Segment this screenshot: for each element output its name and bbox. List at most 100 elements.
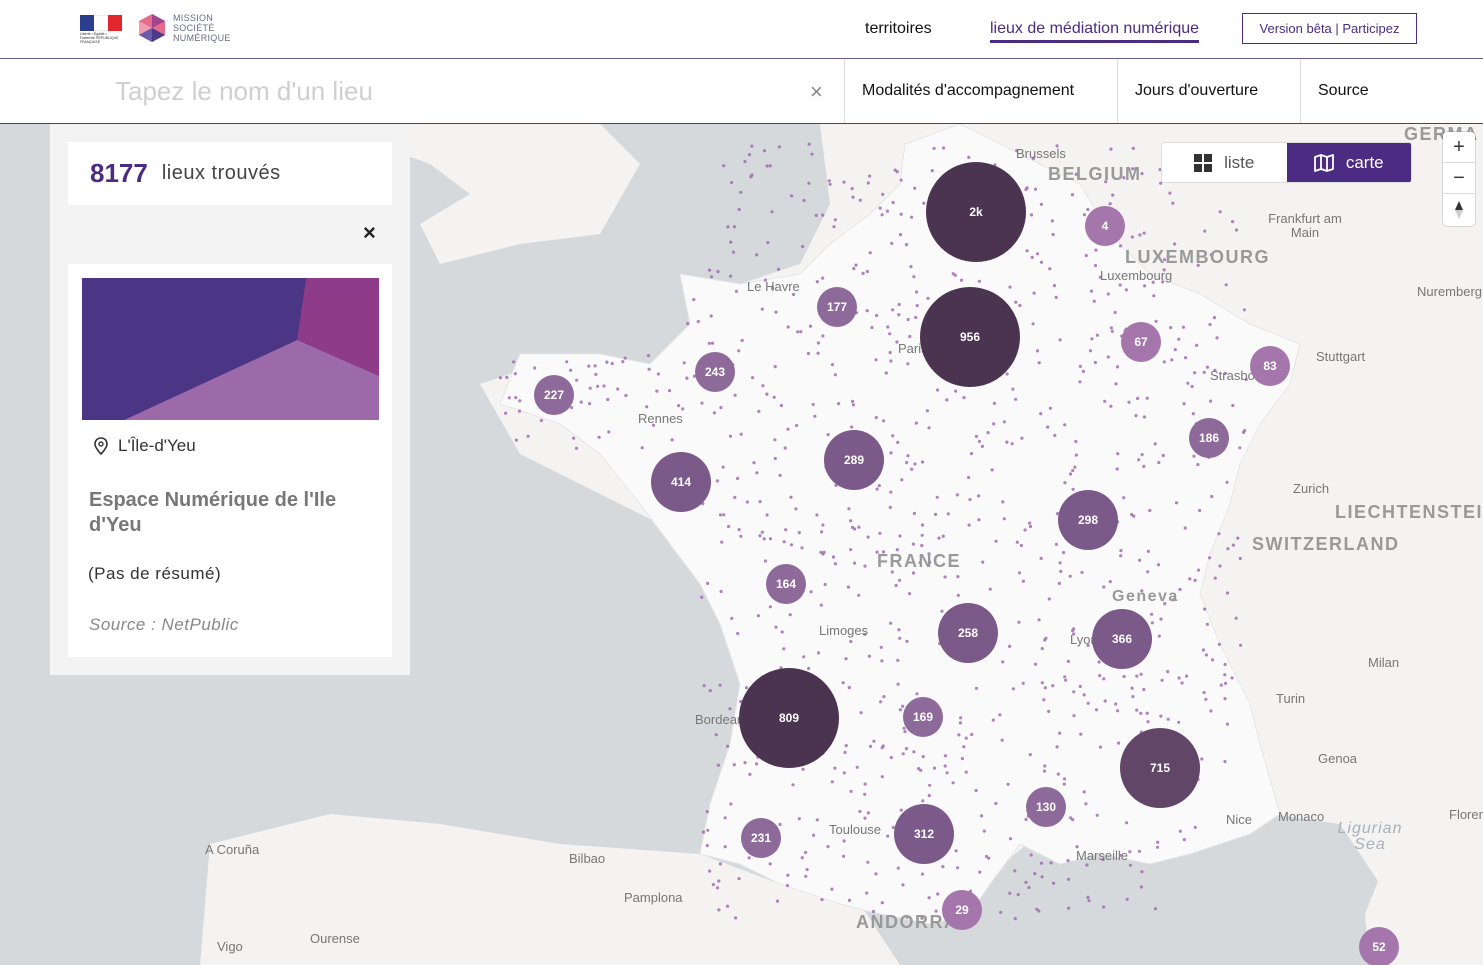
mission-societe-numerique-logo[interactable]: MISSION SOCIÉTÉ NUMÉRIQUE — [136, 12, 236, 46]
clear-search-icon[interactable]: × — [810, 79, 823, 104]
label-marseille: Marseille — [1076, 848, 1129, 863]
map-basemap — [200, 124, 1483, 965]
label-bordeaux: Bordeaux — [695, 712, 751, 727]
label-zurich: Zurich — [1293, 481, 1330, 496]
search-input[interactable] — [115, 71, 805, 111]
cluster-marker[interactable]: 258 — [938, 603, 998, 663]
location-pin-icon — [94, 437, 108, 455]
cluster-marker[interactable]: 186 — [1189, 418, 1229, 458]
place-source: Source : NetPublic — [89, 615, 239, 634]
label-rennes: Rennes — [638, 411, 683, 426]
label-le-havre: Le Havre — [747, 279, 800, 294]
cluster-marker[interactable]: 956 — [920, 287, 1020, 387]
cluster-marker[interactable]: 298 — [1058, 490, 1118, 550]
label-bilbao: Bilbao — [569, 851, 606, 866]
label-a-coruna: A Coruña — [205, 842, 260, 857]
results-count-box: 8177 lieux trouvés — [68, 142, 392, 205]
french-flag-icon — [80, 15, 122, 31]
label-milan: Milan — [1368, 655, 1400, 670]
label-lyon: Lyon — [1070, 632, 1098, 647]
map-icon — [1313, 153, 1334, 172]
cluster-marker[interactable]: 83 — [1250, 346, 1290, 386]
cluster-marker[interactable]: 715 — [1120, 728, 1200, 808]
cluster-marker[interactable]: 67 — [1121, 322, 1161, 362]
place-summary: (Pas de résumé) — [88, 564, 222, 583]
label-nice: Nice — [1226, 812, 1253, 827]
label-liechtenstein: LIECHTENSTEIN — [1335, 502, 1483, 522]
label-monaco: Monaco — [1278, 809, 1325, 824]
filter-jours-ouverture[interactable]: Jours d'ouverture — [1117, 59, 1301, 123]
logo-line-3: NUMÉRIQUE — [173, 33, 231, 43]
place-location: L'Île-d'Yeu — [94, 436, 196, 456]
results-count-label: lieux trouvés — [161, 162, 281, 184]
view-map-button[interactable]: carte — [1286, 143, 1411, 182]
cluster-marker[interactable]: 366 — [1092, 609, 1152, 669]
label-geneva: Geneva — [1112, 588, 1179, 605]
logo-rf-text: Liberté • Égalité • Fraternité RÉPUBLIQU… — [80, 32, 119, 44]
view-map-label: carte — [1345, 152, 1384, 172]
label-turin: Turin — [1276, 691, 1306, 706]
label-switzerland: SWITZERLAND — [1252, 534, 1400, 554]
view-toggle: liste carte — [1161, 142, 1412, 183]
label-ligurian-sea: Ligurian Sea — [1337, 820, 1403, 853]
label-pamplona: Pamplona — [624, 890, 683, 905]
cluster-marker[interactable]: 2k — [926, 162, 1026, 262]
nav-lieux-label: lieux de médiation numérique — [990, 20, 1200, 37]
cluster-marker[interactable]: 52 — [1359, 927, 1399, 965]
logo-line-1: MISSION — [173, 13, 214, 23]
label-belgium: BELGIUM — [1048, 164, 1142, 184]
close-icon[interactable]: × — [363, 220, 376, 245]
cluster-marker[interactable]: 414 — [651, 452, 711, 512]
label-france: FRANCE — [877, 551, 961, 571]
compass-button[interactable] — [1443, 194, 1475, 225]
cluster-marker[interactable]: 4 — [1085, 206, 1125, 246]
label-luxembourg-city: Luxembourg — [1100, 268, 1173, 283]
label-andorra: ANDORRA — [856, 912, 959, 932]
label-limoges: Limoges — [819, 623, 869, 638]
cluster-marker[interactable]: 227 — [534, 375, 574, 415]
filter-bar: × Modalités d'accompagnement Jours d'ouv… — [0, 59, 1483, 124]
label-genoa: Genoa — [1318, 751, 1358, 766]
compass-icon — [1455, 200, 1463, 219]
results-panel: 8177 lieux trouvés × L'Île-d'Yeu Espace … — [50, 124, 410, 675]
cluster-marker[interactable]: 231 — [741, 818, 781, 858]
view-list-label: liste — [1224, 152, 1255, 172]
filter-modalites[interactable]: Modalités d'accompagnement — [844, 59, 1118, 123]
label-florence: Florence — [1449, 807, 1483, 822]
cluster-marker[interactable]: 809 — [739, 668, 839, 768]
place-name: L'Île-d'Yeu — [118, 436, 196, 455]
place-title[interactable]: Espace Numérique de l'Ile d'Yeu — [89, 489, 337, 536]
cluster-marker[interactable]: 312 — [894, 804, 954, 864]
label-vigo: Vigo — [217, 939, 243, 954]
nav-active-underline — [990, 40, 1200, 43]
logo-line-2: SOCIÉTÉ — [173, 23, 215, 33]
cluster-marker[interactable]: 130 — [1026, 787, 1066, 827]
cluster-marker[interactable]: 29 — [942, 890, 982, 930]
nav-territoires[interactable]: territoires — [865, 20, 932, 37]
cluster-marker[interactable]: 177 — [817, 287, 857, 327]
label-ourense: Ourense — [310, 931, 360, 946]
zoom-controls: + − — [1443, 132, 1475, 226]
cluster-marker[interactable]: 164 — [766, 564, 806, 604]
beta-participez-button[interactable]: Version bêta | Participez — [1242, 13, 1417, 44]
cluster-marker[interactable]: 289 — [824, 430, 884, 490]
filter-source[interactable]: Source — [1300, 59, 1483, 123]
header: Liberté • Égalité • Fraternité RÉPUBLIQU… — [0, 0, 1483, 59]
label-frankfurt: Frankfurt am Main — [1268, 211, 1342, 240]
cluster-marker[interactable]: 243 — [695, 352, 735, 392]
grid-icon — [1194, 153, 1213, 172]
label-brussels: Brussels — [1016, 146, 1066, 161]
label-toulouse: Toulouse — [829, 822, 882, 837]
label-nuremberg: Nuremberg — [1417, 284, 1483, 299]
zoom-out-button[interactable]: − — [1443, 163, 1475, 194]
label-stuttgart: Stuttgart — [1316, 349, 1366, 364]
nav-lieux-mediation[interactable]: lieux de médiation numérique — [990, 0, 1200, 58]
view-list-button[interactable]: liste — [1162, 143, 1287, 182]
place-card[interactable]: L'Île-d'Yeu Espace Numérique de l'Ile d'… — [68, 264, 392, 657]
results-count: 8177 — [90, 158, 148, 188]
place-card-image — [82, 278, 379, 420]
zoom-in-button[interactable]: + — [1443, 132, 1475, 163]
republique-francaise-logo[interactable]: Liberté • Égalité • Fraternité RÉPUBLIQU… — [80, 15, 122, 44]
label-luxembourg-country: LUXEMBOURG — [1125, 247, 1270, 267]
cluster-marker[interactable]: 169 — [903, 697, 943, 737]
